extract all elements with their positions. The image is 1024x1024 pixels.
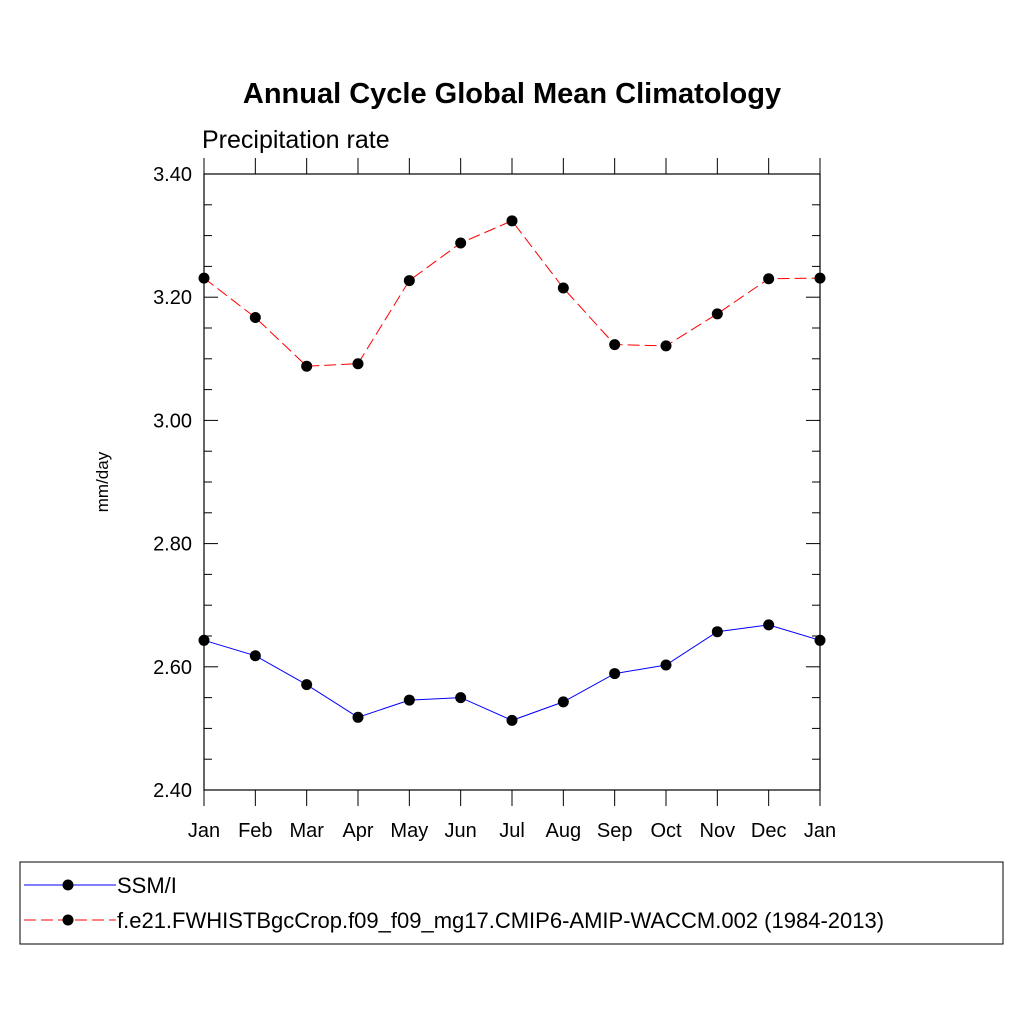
legend: SSM/I f.e21.FWHISTBgcCrop.f09_f09_mg17.CM…	[19, 861, 1004, 945]
x-tick-label: Jul	[499, 820, 525, 842]
y-axis-label: mm/day	[93, 451, 112, 512]
x-tick-label: Jan	[188, 820, 220, 842]
y-tick-label: 3.00	[153, 410, 192, 432]
data-point	[557, 282, 569, 294]
x-tick-label: Oct	[650, 820, 682, 842]
chart-subtitle: Precipitation rate	[202, 126, 390, 154]
x-tick-label: Jun	[445, 820, 477, 842]
legend-marker	[62, 879, 74, 891]
plot-frame	[203, 173, 821, 791]
data-point	[763, 619, 775, 631]
data-point	[249, 312, 261, 324]
data-point	[403, 275, 415, 287]
data-point	[506, 215, 518, 227]
x-tick-label: Apr	[342, 820, 373, 842]
data-point	[660, 340, 672, 352]
data-point	[814, 634, 826, 646]
data-point	[506, 714, 518, 726]
y-tick-label: 2.60	[153, 657, 192, 679]
legend-label-0: SSM/I	[117, 873, 177, 898]
data-point	[763, 273, 775, 285]
chart-title: Annual Cycle Global Mean Climatology	[243, 78, 781, 110]
data-point	[455, 237, 467, 249]
data-point	[352, 711, 364, 723]
y-tick-label: 2.80	[153, 534, 192, 556]
data-point	[814, 272, 826, 284]
y-tick-label: 3.40	[153, 164, 192, 186]
data-point	[403, 694, 415, 706]
data-point	[557, 696, 569, 708]
x-tick-label: Jan	[804, 820, 836, 842]
x-tick-label: Nov	[700, 820, 736, 842]
legend-label-1: f.e21.FWHISTBgcCrop.f09_f09_mg17.CMIP6-A…	[117, 908, 884, 933]
x-tick-label: Aug	[546, 820, 582, 842]
legend-marker	[62, 914, 74, 926]
x-tick-label: Feb	[238, 820, 272, 842]
data-point	[711, 308, 723, 320]
x-tick-label: Sep	[597, 820, 633, 842]
data-point	[198, 634, 210, 646]
series-layer	[198, 215, 826, 726]
data-point	[301, 679, 313, 691]
ticks-layer: 2.40 2.60 2.80 3.00 3.20 3.40 Jan Feb Mar Apr May J…	[153, 158, 836, 842]
data-point	[609, 668, 621, 680]
x-tick-label: Mar	[289, 820, 324, 842]
y-tick-label: 2.40	[153, 780, 192, 802]
data-point	[455, 692, 467, 704]
data-point	[198, 272, 210, 284]
data-point	[711, 626, 723, 638]
data-point	[660, 659, 672, 671]
x-tick-label: Dec	[751, 820, 787, 842]
data-point	[609, 339, 621, 351]
x-tick-label: May	[390, 820, 428, 842]
data-point	[301, 360, 313, 372]
data-point	[352, 358, 364, 370]
data-point	[249, 650, 261, 662]
y-tick-label: 3.20	[153, 287, 192, 309]
legend-box	[19, 861, 1004, 945]
